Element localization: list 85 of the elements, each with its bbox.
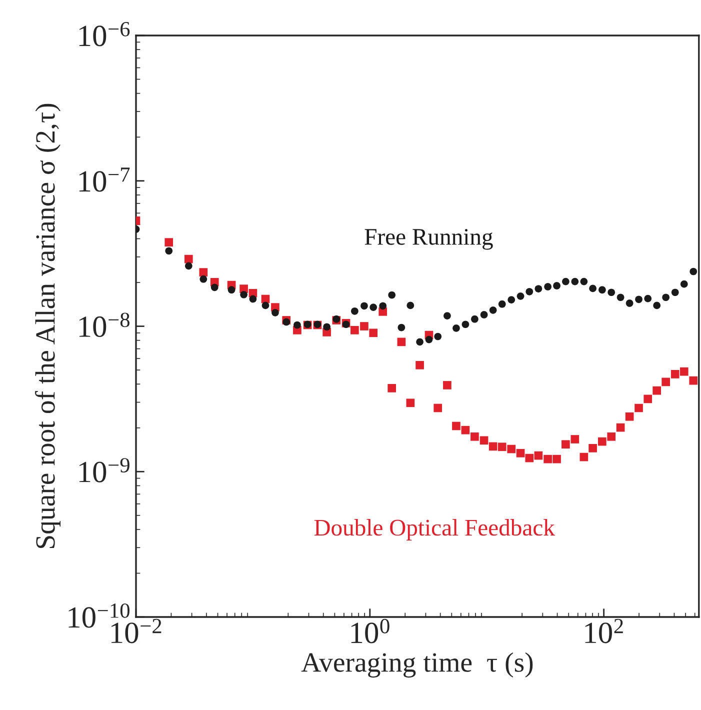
point: [626, 300, 634, 307]
point: [379, 302, 387, 310]
point: [680, 367, 688, 376]
x-axis-title: Averaging time τ (s): [301, 652, 533, 678]
y-axis-title: Square root of the Allan variance σ (2,τ): [35, 104, 60, 548]
x-tick-label: 10$^{2}$: [585, 618, 623, 644]
point: [416, 338, 424, 346]
point: [508, 296, 516, 304]
text: Free Running: [364, 229, 493, 250]
point: [498, 300, 506, 308]
point: [634, 404, 643, 412]
point: [323, 323, 330, 331]
point: [480, 436, 488, 445]
point: [598, 437, 606, 446]
point: [471, 315, 478, 323]
point: [571, 278, 579, 286]
point: [589, 284, 596, 292]
point: [644, 394, 652, 404]
point: [388, 384, 396, 392]
point: [562, 440, 570, 449]
point: [452, 422, 460, 430]
point: [607, 432, 616, 441]
point: [616, 294, 624, 302]
point: [452, 324, 460, 332]
point: [416, 360, 424, 370]
point: [406, 398, 415, 408]
point: [425, 336, 433, 344]
point: [570, 435, 580, 444]
point: [680, 280, 688, 288]
point: [516, 448, 525, 458]
point: [534, 285, 542, 292]
point: [690, 268, 698, 276]
point: [444, 312, 451, 320]
point: [526, 288, 534, 296]
point: [443, 381, 452, 390]
point: [461, 426, 470, 434]
point: [670, 370, 680, 378]
point: [580, 278, 588, 286]
point: [351, 307, 358, 315]
y-tick-label: 10$^{−9}$: [79, 458, 130, 482]
point: [397, 338, 406, 346]
point: [635, 296, 642, 304]
y-tick-label: 10$^{−7}$: [79, 168, 130, 192]
point: [488, 442, 498, 451]
point: [350, 326, 359, 334]
point: [580, 452, 588, 462]
point: [662, 378, 670, 386]
point: [434, 332, 442, 340]
point: [598, 286, 606, 294]
x-tick-label: 10$^{0}$: [351, 618, 390, 644]
point: [507, 444, 516, 454]
point: [369, 328, 378, 338]
point: [662, 294, 670, 302]
point: [552, 454, 561, 464]
point: [588, 444, 597, 452]
point: [671, 288, 679, 296]
point: [653, 302, 661, 310]
y-tick-label: 10$^{−6}$: [79, 22, 130, 46]
point: [388, 291, 396, 299]
point: [644, 294, 652, 302]
point: [516, 292, 524, 300]
point: [498, 442, 506, 452]
point: [689, 376, 698, 385]
point: [470, 432, 479, 441]
point: [398, 324, 406, 332]
point: [360, 322, 368, 330]
point: [544, 454, 552, 464]
y-tick-label: 10$^{−8}$: [79, 312, 130, 338]
point: [562, 278, 570, 286]
point: [480, 311, 488, 318]
point: [608, 288, 616, 296]
point: [462, 320, 470, 328]
point: [625, 412, 634, 421]
point: [534, 451, 543, 460]
point: [525, 454, 534, 462]
point: [652, 386, 662, 395]
point: [489, 306, 497, 314]
point: [616, 423, 625, 432]
point: [360, 302, 368, 310]
point: [406, 302, 414, 310]
point: [553, 282, 560, 290]
point: [434, 404, 442, 412]
text: Double Optical Feedback: [314, 519, 555, 540]
point: [544, 283, 552, 290]
point: [370, 304, 378, 311]
